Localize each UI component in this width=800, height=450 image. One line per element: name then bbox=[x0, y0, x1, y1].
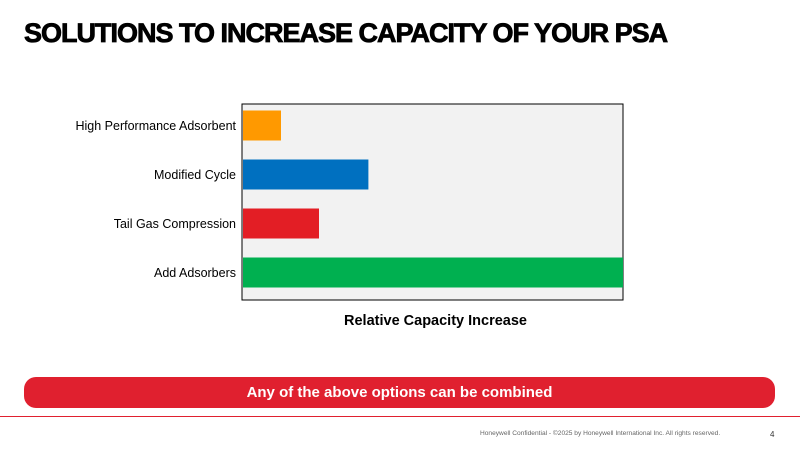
category-label: Modified Cycle bbox=[154, 168, 236, 182]
footer-divider bbox=[0, 416, 800, 417]
category-labels-group: High Performance Adsorbent Modified Cycle… bbox=[75, 119, 236, 280]
category-label: Add Adsorbers bbox=[154, 266, 236, 280]
bars-group bbox=[243, 110, 623, 288]
page-number: 4 bbox=[770, 430, 775, 439]
category-label: Tail Gas Compression bbox=[114, 217, 236, 231]
bar-chart: High Performance Adsorbent Modified Cycle… bbox=[75, 103, 624, 329]
bar-add-adsorbers bbox=[243, 257, 623, 288]
bar-high-performance-adsorbent bbox=[243, 110, 281, 141]
footer-copyright: Honeywell Confidential - ©2025 by Honeyw… bbox=[480, 430, 721, 437]
category-label: High Performance Adsorbent bbox=[75, 119, 236, 133]
x-axis-label: Relative Capacity Increase bbox=[344, 313, 527, 329]
slide-title: SOLUTIONS TO INCREASE CAPACITY OF YOUR P… bbox=[24, 18, 669, 49]
banner-text: Any of the above options can be combined bbox=[246, 384, 553, 401]
bar-tail-gas-compression bbox=[243, 208, 319, 239]
bar-modified-cycle bbox=[243, 159, 369, 190]
combine-options-banner: Any of the above options can be combined bbox=[24, 377, 775, 408]
